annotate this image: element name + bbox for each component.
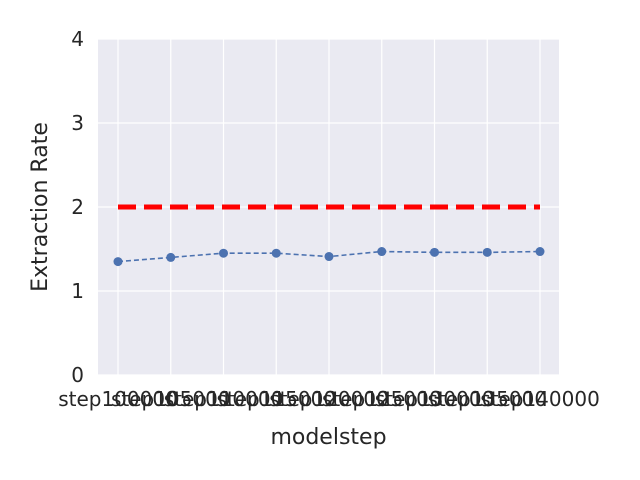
y-axis-label: Extraction Rate — [28, 122, 53, 292]
x-tick-label: step120000 — [269, 387, 389, 411]
x-tick-label: step125000 — [322, 387, 442, 411]
y-tick-label: 1 — [71, 279, 84, 303]
data-point — [430, 247, 439, 257]
data-point — [219, 248, 228, 258]
x-tick-label: step135000 — [427, 387, 547, 411]
data-point — [324, 252, 334, 262]
y-tick-label: 3 — [71, 111, 84, 135]
x-tick-label: step110000 — [164, 387, 284, 411]
data-point — [482, 247, 492, 257]
x-axis-label: modelstep — [270, 425, 386, 450]
x-tick-label: step130000 — [375, 387, 495, 411]
data-point — [271, 248, 281, 258]
series-group — [113, 247, 545, 267]
x-tick-label: step140000 — [480, 387, 600, 411]
data-point — [166, 252, 176, 262]
y-tick-labels: 0 1 2 3 4 — [71, 27, 84, 387]
y-tick-label: 2 — [71, 195, 84, 219]
y-tick-label: 0 — [71, 363, 84, 387]
x-tick-label: step100000 — [58, 387, 178, 411]
data-point — [113, 257, 123, 267]
x-tick-labels: step100000step105000step110000step115000… — [58, 387, 600, 411]
x-tick-label: step105000 — [111, 387, 231, 411]
x-tick-label: step115000 — [216, 387, 336, 411]
y-tick-label: 4 — [71, 27, 84, 51]
data-point — [535, 247, 545, 257]
data-point — [377, 247, 387, 257]
